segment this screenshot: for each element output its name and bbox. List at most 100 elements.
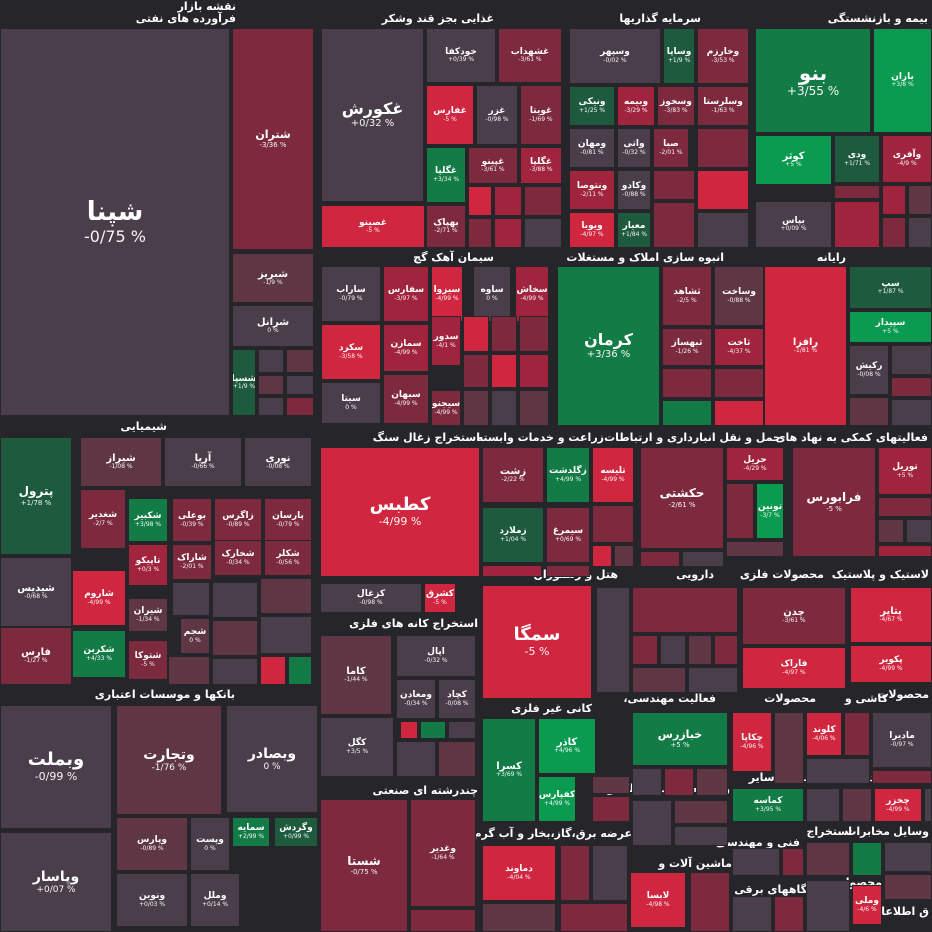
- stock-tile[interactable]: چخزر -4/99 %: [874, 788, 922, 822]
- stock-tile[interactable]: شکربن +4/33 %: [72, 630, 126, 678]
- small-stock-tile[interactable]: [286, 349, 314, 373]
- stock-tile[interactable]: سیجنو -4/99 %: [431, 390, 461, 426]
- small-stock-tile[interactable]: [806, 880, 850, 932]
- small-stock-tile[interactable]: [891, 399, 932, 426]
- small-stock-tile[interactable]: [806, 758, 870, 784]
- stock-tile[interactable]: ثشاهد -2/5 %: [662, 266, 712, 326]
- small-stock-tile[interactable]: [632, 768, 662, 796]
- small-stock-tile[interactable]: [906, 519, 932, 543]
- small-stock-tile[interactable]: [614, 545, 634, 567]
- small-stock-tile[interactable]: [519, 316, 549, 352]
- stock-tile[interactable]: پتایر -4/67 %: [850, 587, 932, 643]
- small-stock-tile[interactable]: [688, 667, 738, 693]
- stock-tile[interactable]: کاذر +4/96 %: [538, 718, 596, 774]
- stock-tile[interactable]: چدن -3/61 %: [742, 587, 846, 645]
- small-stock-tile[interactable]: [878, 545, 932, 557]
- stock-tile[interactable]: بپاس +0/09 %: [755, 201, 832, 248]
- stock-tile[interactable]: شیراز -1/08 %: [80, 437, 162, 487]
- small-stock-tile[interactable]: [438, 741, 476, 777]
- stock-tile[interactable]: وپارس -0/89 %: [116, 817, 188, 871]
- stock-tile[interactable]: کاما -1/44 %: [320, 635, 392, 715]
- stock-tile[interactable]: شکبیر +3/98 %: [128, 498, 168, 542]
- stock-tile[interactable]: غصینو -5 %: [321, 205, 425, 248]
- small-stock-tile[interactable]: [524, 218, 562, 248]
- stock-tile[interactable]: بنو +3/55 %: [755, 28, 871, 133]
- stock-tile[interactable]: شیران -1/34 %: [128, 598, 168, 632]
- small-stock-tile[interactable]: [286, 375, 314, 395]
- stock-tile[interactable]: غزر -0/98 %: [476, 85, 518, 145]
- stock-tile[interactable]: فاراک -4/97 %: [742, 647, 846, 689]
- stock-tile[interactable]: ونیکی +1/25 %: [569, 86, 615, 126]
- small-stock-tile[interactable]: [714, 400, 764, 426]
- small-stock-tile[interactable]: [260, 578, 312, 614]
- stock-tile[interactable]: نوری -0/08 %: [244, 437, 312, 487]
- small-stock-tile[interactable]: [592, 845, 628, 901]
- small-stock-tile[interactable]: [288, 656, 312, 685]
- stock-tile[interactable]: شستا -0/75 %: [320, 799, 408, 932]
- stock-tile[interactable]: پارسان -0/79 %: [264, 498, 312, 542]
- small-stock-tile[interactable]: [891, 345, 932, 375]
- small-stock-tile[interactable]: [834, 201, 880, 248]
- small-stock-tile[interactable]: [697, 128, 749, 168]
- stock-tile[interactable]: شغدیر -2/7 %: [80, 489, 126, 549]
- stock-tile[interactable]: بهپاک -2/71 %: [426, 205, 466, 248]
- small-stock-tile[interactable]: [696, 768, 728, 796]
- small-stock-tile[interactable]: [172, 582, 210, 616]
- stock-tile[interactable]: کچاد -0/08 %: [438, 679, 476, 719]
- stock-tile[interactable]: ودی +1/71 %: [834, 135, 880, 183]
- small-stock-tile[interactable]: [592, 776, 630, 794]
- small-stock-tile[interactable]: [396, 741, 436, 777]
- stock-tile[interactable]: سبهان -4/99 %: [383, 374, 429, 424]
- stock-tile[interactable]: شتران -3/36 %: [232, 28, 314, 250]
- small-stock-tile[interactable]: [632, 635, 658, 665]
- stock-tile[interactable]: ساوه 0 %: [473, 266, 511, 322]
- stock-tile[interactable]: زملارد +1/04 %: [482, 507, 544, 563]
- small-stock-tile[interactable]: [491, 354, 517, 388]
- small-stock-tile[interactable]: [260, 616, 312, 654]
- small-stock-tile[interactable]: [732, 848, 780, 876]
- small-stock-tile[interactable]: [878, 519, 904, 543]
- small-stock-tile[interactable]: [519, 390, 549, 426]
- small-stock-tile[interactable]: [560, 845, 590, 901]
- small-stock-tile[interactable]: [774, 712, 804, 784]
- stock-tile[interactable]: حریل -4/29 %: [726, 447, 784, 481]
- small-stock-tile[interactable]: [674, 800, 728, 824]
- stock-tile[interactable]: اپال -0/32 %: [396, 635, 476, 677]
- small-stock-tile[interactable]: [726, 541, 784, 557]
- stock-tile[interactable]: شاراک -2/01 %: [172, 544, 212, 580]
- small-stock-tile[interactable]: [806, 788, 840, 822]
- small-stock-tile[interactable]: [546, 565, 590, 577]
- small-stock-tile[interactable]: [494, 218, 522, 248]
- stock-tile[interactable]: کسرا +3/69 %: [482, 718, 536, 822]
- stock-tile[interactable]: وپست 0 %: [190, 817, 230, 871]
- small-stock-tile[interactable]: [491, 316, 517, 352]
- small-stock-tile[interactable]: [463, 354, 489, 388]
- stock-tile[interactable]: وبصادر 0 %: [226, 705, 318, 813]
- stock-tile[interactable]: زشت -2/22 %: [482, 447, 544, 503]
- stock-tile[interactable]: دماوند -4/04 %: [482, 845, 556, 901]
- stock-tile[interactable]: خودکفا +0/39 %: [426, 28, 496, 83]
- small-stock-tile[interactable]: [212, 658, 258, 685]
- stock-tile[interactable]: ویوبا -4/97 %: [569, 212, 615, 248]
- small-stock-tile[interactable]: [891, 377, 932, 397]
- stock-tile[interactable]: سیتا 0 %: [321, 382, 381, 424]
- small-stock-tile[interactable]: [660, 635, 686, 665]
- stock-tile[interactable]: تاپیکو +0/3 %: [128, 544, 168, 586]
- stock-tile[interactable]: پکویر -4/99 %: [850, 645, 932, 683]
- small-stock-tile[interactable]: [653, 202, 695, 248]
- small-stock-tile[interactable]: [258, 375, 284, 395]
- stock-tile[interactable]: وبملت -0/99 %: [0, 705, 112, 829]
- small-stock-tile[interactable]: [468, 218, 492, 248]
- small-stock-tile[interactable]: [212, 620, 258, 656]
- stock-tile[interactable]: صبا -2/01 %: [653, 128, 689, 168]
- small-stock-tile[interactable]: [697, 170, 749, 210]
- small-stock-tile[interactable]: [560, 903, 628, 932]
- small-stock-tile[interactable]: [714, 635, 738, 665]
- stock-tile[interactable]: کگل +3/5 %: [320, 717, 394, 777]
- stock-tile[interactable]: شبریز -1/9 %: [232, 253, 314, 303]
- stock-tile[interactable]: لابسا -4/98 %: [630, 872, 686, 928]
- stock-tile[interactable]: ومهان -0/81 %: [569, 128, 615, 168]
- stock-tile[interactable]: وبیمه -3/29 %: [617, 86, 655, 126]
- small-stock-tile[interactable]: [714, 368, 764, 398]
- stock-tile[interactable]: زگلدشت +4/99 %: [546, 447, 590, 503]
